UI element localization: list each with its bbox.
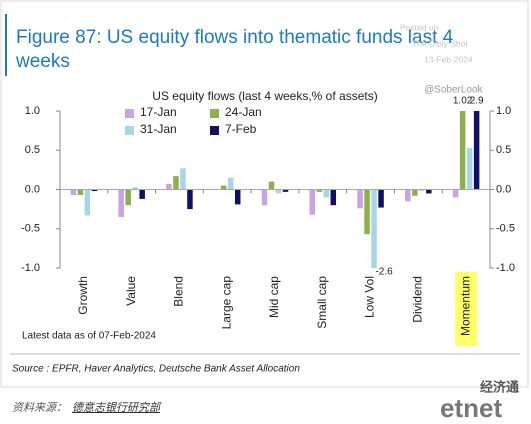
bar: [330, 189, 337, 206]
data-label: 2.9: [470, 96, 484, 107]
bar: [459, 111, 466, 190]
bar: [220, 185, 227, 190]
bar: [180, 168, 186, 190]
bar: [364, 189, 370, 235]
logo: 经济通: [480, 379, 519, 394]
x-tick-label: Small cap: [315, 276, 329, 329]
bars: [70, 111, 480, 268]
watermark: 13-Feb-2024: [424, 54, 473, 64]
bar: [173, 176, 179, 190]
y2-tick-label: -0.5: [496, 223, 515, 235]
legend-label: 24-Jan: [225, 105, 262, 119]
data-label: -2.6: [375, 267, 393, 278]
bar: [77, 189, 84, 195]
bar: [84, 189, 91, 216]
bar: [166, 184, 172, 190]
bar: [227, 177, 234, 190]
y2-tick-label: 0.5: [496, 144, 511, 156]
bar: [316, 189, 323, 192]
bar: [466, 147, 473, 190]
y-tick-label: 0.0: [25, 183, 40, 195]
x-tick-label: Blend: [172, 276, 186, 307]
bar: [378, 189, 384, 208]
bar: [323, 189, 330, 198]
bar: [371, 189, 377, 268]
bar: [419, 189, 425, 192]
highlight: [455, 272, 478, 346]
bar: [139, 189, 145, 199]
footer: 资料来源：: [12, 401, 67, 414]
y2-tick-label: -1.0: [496, 262, 515, 274]
x-tick-label: Dividend: [411, 276, 425, 323]
bar: [268, 181, 275, 190]
legend-swatch: [125, 126, 134, 135]
x-tick-label: Value: [124, 276, 138, 306]
x-tick-label: Momentum: [458, 276, 472, 336]
x-tick-label: Growth: [76, 276, 90, 315]
x-tick-label: Large cap: [219, 276, 233, 330]
legend-swatch: [210, 126, 219, 135]
y-tick-label: -0.5: [21, 223, 40, 235]
bar: [118, 189, 124, 217]
figure-title: weeks: [15, 51, 70, 72]
bar: [473, 111, 480, 190]
chart-title: US equity flows (last 4 weeks,% of asset…: [152, 89, 377, 103]
x-tick-label: Mid cap: [267, 276, 281, 318]
bar: [357, 189, 363, 209]
watermark: @SoberLook: [424, 85, 484, 96]
watermark: Posted on: [400, 22, 439, 32]
bar: [70, 189, 77, 195]
bar: [452, 189, 459, 198]
bar: [125, 189, 131, 206]
y2-tick-label: 1.0: [496, 105, 511, 117]
data-label: 1.02: [453, 96, 473, 107]
x-tick-label: Low Vol: [363, 276, 377, 318]
legend-swatch: [210, 109, 219, 118]
bar: [275, 189, 282, 194]
legend-label: 7-Feb: [225, 122, 257, 136]
legend-label: 31-Jan: [140, 122, 177, 136]
y-tick-label: 1.0: [25, 105, 40, 117]
bar: [412, 189, 418, 196]
y2-tick-label: 0.0: [496, 183, 511, 195]
figure-title: Figure 87: US equity flows into thematic…: [16, 27, 454, 48]
bar: [405, 189, 411, 202]
y-tick-label: -1.0: [21, 262, 40, 274]
bar: [91, 189, 98, 192]
logo: etnet: [440, 393, 502, 423]
legend-label: 17-Jan: [140, 105, 177, 119]
bar: [187, 189, 193, 210]
frame: [0, 0, 529, 388]
legend-swatch: [125, 109, 134, 118]
bar: [234, 189, 241, 205]
bar: [309, 189, 316, 215]
y-tick-label: 0.5: [25, 144, 40, 156]
footer-link[interactable]: 德意志银行研究部: [72, 401, 162, 414]
bar: [132, 187, 138, 190]
watermark: The Daily Shot: [412, 38, 468, 48]
bar: [426, 189, 432, 194]
bar: [282, 189, 289, 192]
bar: [261, 189, 268, 206]
note: Latest data as of 07-Feb-2024: [22, 331, 156, 342]
source: Source : EPFR, Haver Analytics, Deutsche…: [12, 364, 300, 375]
